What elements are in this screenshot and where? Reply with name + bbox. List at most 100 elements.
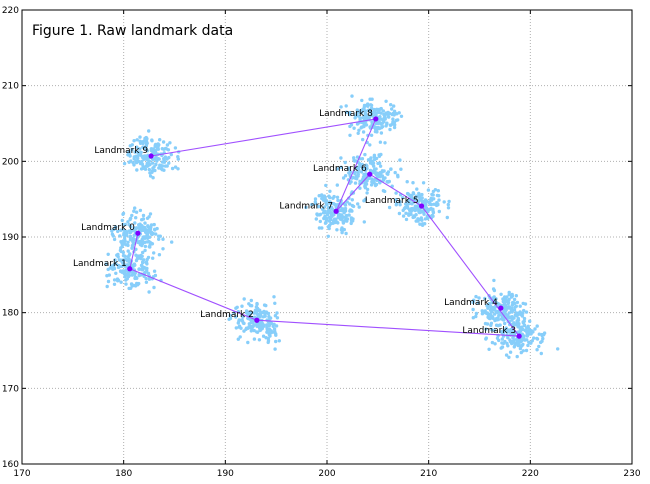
sample-point <box>537 344 541 349</box>
sample-point <box>488 304 493 308</box>
sample-point <box>128 144 132 148</box>
sample-point <box>249 298 253 303</box>
sample-point <box>132 271 136 275</box>
landmark-marker <box>373 116 379 122</box>
sample-point <box>358 186 362 190</box>
sample-point <box>133 206 137 210</box>
sample-point <box>339 156 343 160</box>
sample-point <box>318 212 323 216</box>
sample-point <box>133 221 137 225</box>
sample-point <box>341 176 346 180</box>
sample-point <box>126 220 130 224</box>
sample-point <box>331 196 335 200</box>
y-tick-label: 180 <box>2 309 19 319</box>
sample-point <box>377 108 381 112</box>
sample-point <box>507 297 511 302</box>
sample-point <box>494 316 499 321</box>
sample-point <box>138 135 142 139</box>
sample-point <box>138 139 142 143</box>
sample-point <box>141 250 145 255</box>
landmark-marker <box>367 171 373 177</box>
sample-point <box>493 342 497 346</box>
sample-point <box>535 337 540 341</box>
sample-point <box>518 346 523 351</box>
sample-point <box>116 252 120 257</box>
sample-point <box>414 204 418 208</box>
sample-point <box>140 159 144 164</box>
sample-point <box>499 317 504 321</box>
sample-point <box>394 191 398 195</box>
landmark-label: Landmark 1 <box>73 259 127 269</box>
sample-point <box>386 180 390 184</box>
sample-point <box>105 284 109 289</box>
sample-point <box>344 231 348 236</box>
sample-point <box>148 226 152 231</box>
sample-point <box>138 147 142 151</box>
sample-point <box>383 141 387 145</box>
sample-point <box>392 125 397 130</box>
sample-point <box>410 193 414 198</box>
sample-point <box>509 295 514 299</box>
sample-point <box>401 214 406 218</box>
sample-point <box>521 335 525 339</box>
sample-point <box>266 311 271 316</box>
sample-point <box>118 234 122 238</box>
sample-point <box>141 241 145 245</box>
sample-point <box>340 228 345 233</box>
sample-point <box>356 167 360 172</box>
sample-point <box>168 141 172 145</box>
sample-point <box>404 211 408 215</box>
sample-point <box>335 183 339 187</box>
sample-point <box>520 338 524 342</box>
sample-point <box>153 157 157 161</box>
sample-point <box>348 209 352 213</box>
sample-point <box>556 347 560 351</box>
sample-point <box>526 326 531 330</box>
sample-point <box>147 235 152 239</box>
sample-point <box>484 336 488 340</box>
sample-point <box>532 336 536 340</box>
y-tick-label: 190 <box>2 233 19 243</box>
sample-point <box>234 315 238 319</box>
sample-point <box>511 323 515 327</box>
sample-point <box>134 216 138 220</box>
sample-point <box>368 168 373 173</box>
sample-point <box>238 335 242 339</box>
landmark-marker <box>254 317 260 323</box>
sample-point <box>356 131 360 135</box>
sample-point <box>477 296 481 300</box>
sample-point <box>435 193 440 198</box>
sample-point <box>273 347 277 351</box>
sample-point <box>523 302 528 306</box>
sample-point <box>240 304 244 308</box>
sample-point <box>401 196 405 200</box>
sample-point <box>437 198 441 202</box>
sample-point <box>328 189 332 193</box>
sample-point <box>493 312 497 316</box>
sample-point <box>123 271 127 275</box>
sample-point <box>347 213 351 217</box>
sample-point <box>487 347 491 351</box>
landmark-label: Landmark 8 <box>319 109 373 119</box>
sample-point <box>436 203 440 207</box>
sample-point <box>139 253 143 258</box>
sample-point <box>506 344 510 348</box>
sample-point <box>140 224 144 228</box>
sample-point <box>143 248 147 253</box>
sample-point <box>133 275 138 279</box>
sample-point <box>377 161 382 165</box>
landmark-label: Landmark 5 <box>365 196 419 206</box>
sample-point <box>406 206 410 210</box>
sample-point <box>471 307 475 312</box>
sample-point <box>141 258 146 262</box>
sample-point <box>507 355 511 359</box>
sample-point <box>387 115 391 119</box>
sample-point <box>110 232 115 236</box>
sample-point <box>251 324 255 329</box>
sample-point <box>261 315 266 319</box>
landmark-label: Landmark 3 <box>462 326 516 336</box>
sample-point <box>143 225 147 230</box>
sample-point <box>342 211 346 215</box>
sample-point <box>504 353 509 357</box>
